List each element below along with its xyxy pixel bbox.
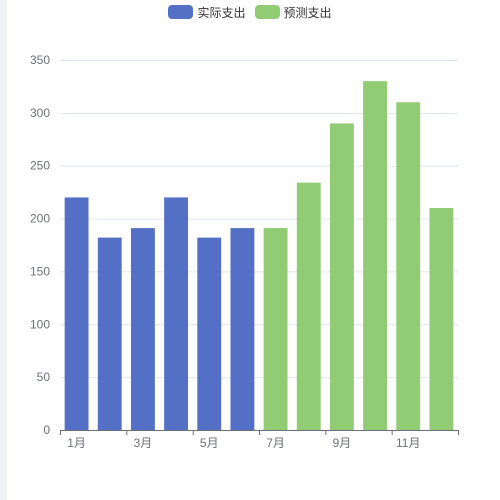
legend-item-actual[interactable]: 实际支出 xyxy=(168,4,246,21)
bar-actual-5[interactable] xyxy=(197,237,222,430)
bar-forecast-10[interactable] xyxy=(363,81,388,431)
x-tick-label-11: 11月 xyxy=(396,436,420,450)
chart-legend: 实际支出 预测支出 xyxy=(0,3,500,21)
x-tick-label-1: 1月 xyxy=(67,436,86,450)
legend-swatch-actual xyxy=(168,5,194,19)
bar-forecast-12[interactable] xyxy=(429,208,454,430)
x-tick-label-3: 3月 xyxy=(134,436,153,450)
bar-forecast-9[interactable] xyxy=(329,123,354,430)
y-tick-label-100: 100 xyxy=(30,317,50,331)
bar-forecast-7[interactable] xyxy=(263,228,288,430)
x-tick-label-7: 7月 xyxy=(266,436,285,450)
y-tick-label-150: 150 xyxy=(30,264,50,278)
bar-actual-4[interactable] xyxy=(164,197,189,430)
y-tick-label-200: 200 xyxy=(30,212,50,226)
y-tick-label-50: 50 xyxy=(37,370,51,384)
bar-actual-1[interactable] xyxy=(64,197,89,430)
legend-swatch-forecast xyxy=(254,5,280,19)
bar-actual-6[interactable] xyxy=(230,228,255,430)
bar-actual-3[interactable] xyxy=(130,228,155,430)
x-tick-label-5: 5月 xyxy=(200,436,219,450)
legend-item-forecast[interactable]: 预测支出 xyxy=(254,4,332,21)
y-tick-label-250: 250 xyxy=(30,159,50,173)
y-tick-label-0: 0 xyxy=(43,423,50,437)
legend-label-actual: 实际支出 xyxy=(197,5,246,20)
y-tick-label-350: 350 xyxy=(30,53,50,67)
legend-label-forecast: 预测支出 xyxy=(283,5,332,20)
bar-forecast-8[interactable] xyxy=(296,182,321,430)
bar-actual-2[interactable] xyxy=(97,237,122,430)
y-tick-label-300: 300 xyxy=(30,106,50,120)
left-rail xyxy=(0,0,7,500)
bar-forecast-11[interactable] xyxy=(396,102,421,431)
x-tick-label-9: 9月 xyxy=(333,436,352,450)
